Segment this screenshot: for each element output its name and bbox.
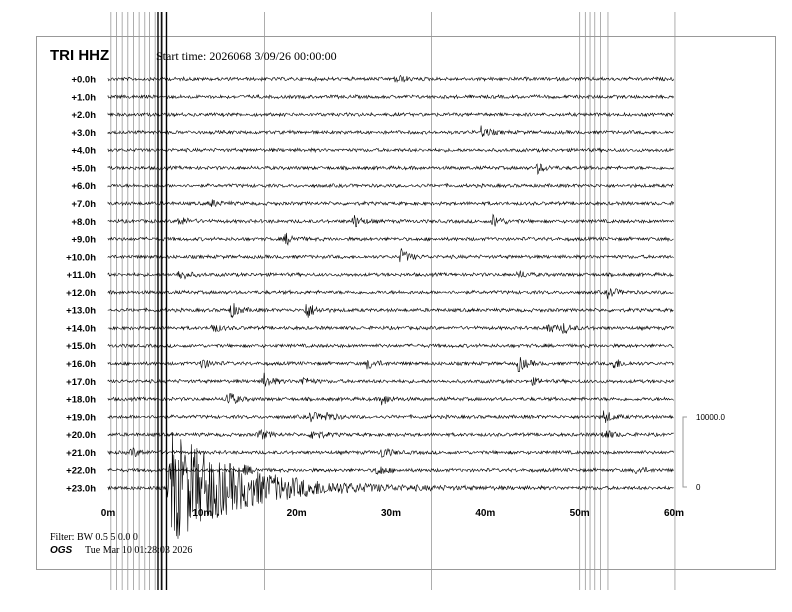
row-label: +17.0h bbox=[66, 377, 96, 388]
x-tick-label: 50m bbox=[570, 508, 590, 519]
trace-row bbox=[107, 393, 674, 406]
trace-row bbox=[107, 213, 674, 228]
trace-row bbox=[107, 248, 674, 263]
trace-row bbox=[107, 199, 674, 208]
trace-row bbox=[107, 464, 674, 476]
trace-row bbox=[107, 431, 674, 539]
trace-row bbox=[107, 270, 674, 280]
row-label: +22.0h bbox=[66, 466, 96, 477]
row-label: +7.0h bbox=[71, 199, 96, 210]
scale-bar bbox=[682, 416, 687, 488]
row-label: +14.0h bbox=[66, 323, 96, 334]
trace-row bbox=[107, 74, 674, 83]
row-label: +21.0h bbox=[66, 448, 96, 459]
x-tick-label: 20m bbox=[287, 508, 307, 519]
trace-row bbox=[107, 163, 674, 175]
trace-row bbox=[107, 93, 674, 100]
trace-row bbox=[107, 410, 674, 424]
trace-row bbox=[107, 288, 674, 300]
scale-bottom-label: 0 bbox=[696, 483, 701, 492]
agency-label: OGS bbox=[50, 545, 73, 556]
trace-row bbox=[107, 182, 674, 189]
start-time: Start time: 2026068 3/09/26 00:00:00 bbox=[156, 49, 337, 63]
amplitude-scale: 10000.0 0 bbox=[682, 413, 725, 492]
trace-row bbox=[107, 125, 674, 137]
row-label: +6.0h bbox=[71, 181, 96, 192]
row-label: +18.0h bbox=[66, 395, 96, 406]
filter-info: Filter: BW 0.5 5 0.0 0 bbox=[50, 532, 138, 543]
row-label: +16.0h bbox=[66, 359, 96, 370]
row-label: +3.0h bbox=[71, 128, 96, 139]
trace-row bbox=[107, 447, 674, 458]
station-title: TRI HHZ bbox=[50, 47, 109, 64]
row-label: +10.0h bbox=[66, 252, 96, 263]
x-tick-label: 40m bbox=[475, 508, 495, 519]
x-tick-label: 30m bbox=[381, 508, 401, 519]
trace-row bbox=[107, 111, 674, 118]
trace-row bbox=[107, 372, 674, 387]
row-label: +12.0h bbox=[66, 288, 96, 299]
row-label: +8.0h bbox=[71, 217, 96, 228]
trace-row bbox=[107, 147, 674, 154]
row-label: +20.0h bbox=[66, 430, 96, 441]
plot-timestamp: Tue Mar 10 01:28:03 2026 bbox=[85, 545, 192, 556]
row-label: +23.0h bbox=[66, 484, 96, 495]
trace-row bbox=[107, 342, 674, 349]
row-label: +13.0h bbox=[66, 306, 96, 317]
row-label: +5.0h bbox=[71, 163, 96, 174]
row-label: +19.0h bbox=[66, 412, 96, 423]
x-tick-label: 10m bbox=[192, 508, 212, 519]
row-label: +15.0h bbox=[66, 341, 96, 352]
trace-row bbox=[107, 232, 674, 246]
trace-row bbox=[107, 356, 674, 372]
scale-top-label: 10000.0 bbox=[696, 413, 725, 422]
x-tick-label: 60m bbox=[664, 508, 684, 519]
row-label: +4.0h bbox=[71, 146, 96, 157]
x-tick-label: 0m bbox=[101, 508, 116, 519]
row-label: +9.0h bbox=[71, 235, 96, 246]
row-label: +0.0h bbox=[71, 75, 96, 86]
trace-row bbox=[107, 428, 674, 440]
plot-frame bbox=[36, 36, 776, 570]
row-label: +11.0h bbox=[67, 270, 97, 281]
trace-row bbox=[107, 323, 674, 335]
row-label: +1.0h bbox=[71, 92, 96, 103]
row-label: +2.0h bbox=[71, 110, 96, 121]
trace-row bbox=[107, 303, 674, 319]
